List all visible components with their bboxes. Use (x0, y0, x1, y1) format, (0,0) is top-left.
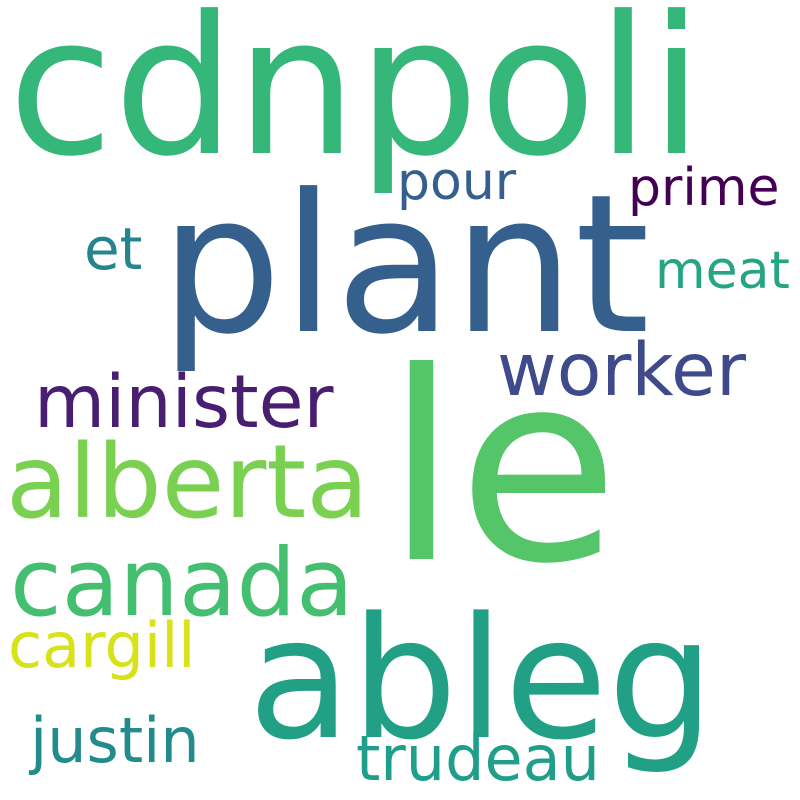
word-prime: prime (628, 158, 780, 218)
word-pour: pour (397, 152, 517, 212)
word-ableg: ableg (248, 581, 715, 777)
word-trudeau: trudeau (356, 722, 600, 795)
word-worker: worker (497, 328, 746, 413)
word-meat: meat (655, 241, 790, 301)
word-minister: minister (34, 360, 334, 445)
word-cdnpoli: cdnpoli (8, 0, 704, 199)
word-alberta: alberta (6, 423, 369, 542)
word-canada: canada (10, 529, 354, 638)
word-plant: plant (160, 154, 650, 377)
word-et: et (84, 215, 143, 283)
word-justin: justin (30, 704, 200, 777)
word-cargill: cargill (8, 609, 196, 682)
word-le: le (385, 316, 619, 621)
